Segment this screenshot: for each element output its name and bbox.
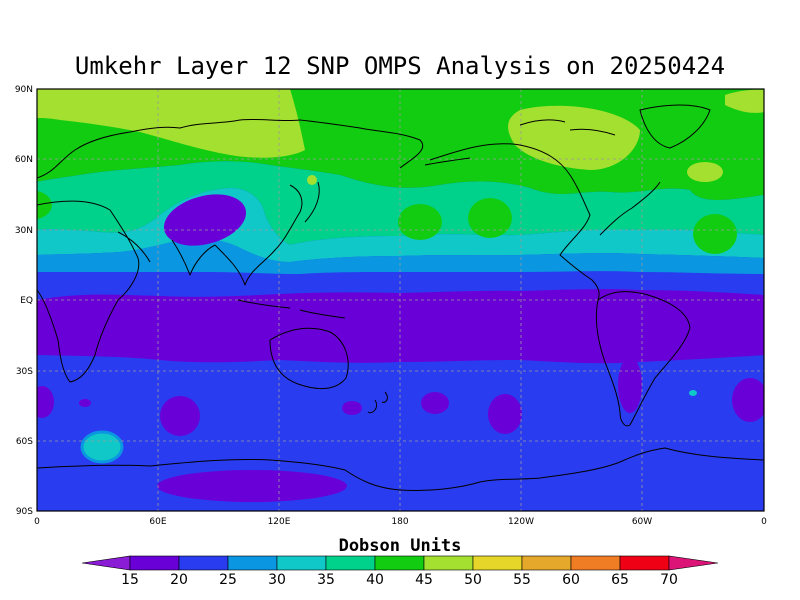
lat-label-90s: 90S	[16, 507, 33, 517]
band-40-45-central-pacific	[398, 204, 442, 240]
band-40-45-west-edge	[37, 190, 52, 220]
band-15-20-tasman	[342, 401, 362, 415]
colorbar-arrow-low	[81, 555, 131, 571]
colorbar-level-label: 15	[121, 572, 139, 588]
colorbar-level-label: 45	[415, 572, 433, 588]
lon-label-120w: 120W	[508, 517, 534, 527]
lon-label-180: 180	[391, 517, 408, 527]
band-40-45-north-pacific	[468, 198, 512, 238]
lon-label-0-east: 0	[761, 517, 767, 527]
colorbar-level-label: 60	[562, 572, 580, 588]
lat-label-60s: 60S	[16, 437, 33, 447]
coast-australia	[269, 327, 349, 389]
band-40-45-atlantic	[693, 214, 737, 254]
band-15-20-south-indian	[160, 396, 200, 436]
coast-east-asia	[214, 184, 303, 286]
coast-new-zealand	[367, 391, 388, 414]
band-15-20-pacific-a	[421, 392, 449, 414]
colorbar-level-label: 70	[660, 572, 678, 588]
band-45-50-atlantic	[687, 162, 723, 182]
colorbar-swatch	[129, 555, 180, 571]
coast-south-america	[595, 291, 691, 427]
band-15-20-south-america	[618, 357, 642, 413]
band-15-20-east-edge	[732, 378, 764, 422]
colorbar-swatch	[521, 555, 572, 571]
colorbar-arrow-high	[668, 555, 719, 571]
band-30-35-south-atlantic	[80, 430, 124, 464]
lat-label-eq: EQ	[20, 296, 33, 306]
colorbar-swatch	[472, 555, 523, 571]
band-25-30	[37, 238, 764, 274]
lat-label-30n: 30N	[15, 226, 33, 236]
colorbar-swatch	[619, 555, 670, 571]
coast-antarctica	[37, 447, 764, 492]
colorbar-level-label: 25	[219, 572, 237, 588]
coast-canadian-arctic	[519, 119, 616, 136]
colorbar: 15 20 25 30 35 40 45 50 55 60 65 70	[81, 555, 719, 588]
lat-label-60n: 60N	[15, 155, 33, 165]
colorbar-level-label: 50	[464, 572, 482, 588]
band-15-20-asia	[163, 194, 247, 246]
coast-eurasia-north	[37, 118, 423, 179]
lat-label-90n: 90N	[15, 85, 33, 95]
band-15-20-equatorial	[37, 289, 764, 364]
map-gridlines	[37, 89, 764, 511]
colorbar-level-label: 30	[268, 572, 286, 588]
band-15-20-antarctic	[157, 470, 347, 502]
coast-north-america	[429, 143, 600, 301]
lon-label-60w: 60W	[632, 517, 652, 527]
band-45-50-small	[307, 175, 317, 185]
colorbar-level-label: 40	[366, 572, 384, 588]
colorbar-level-label: 35	[317, 572, 335, 588]
colorbar-swatch	[276, 555, 327, 571]
coast-alaska	[424, 157, 471, 166]
lat-axis: 90N 60N 30N EQ 30S 60S 90S	[15, 85, 33, 517]
colorbar-level-label: 55	[513, 572, 531, 588]
coast-north-america-east	[599, 181, 661, 236]
band-45-50-arctic-europe	[37, 89, 305, 158]
coast-japan	[304, 181, 320, 223]
band-30-35-small	[689, 390, 697, 396]
map-title: Umkehr Layer 12 SNP OMPS Analysis on 202…	[74, 52, 726, 80]
lon-label-120e: 120E	[268, 517, 291, 527]
lon-label-0-west: 0	[34, 517, 40, 527]
lon-label-60e: 60E	[149, 517, 166, 527]
colorbar-level-label: 65	[611, 572, 629, 588]
colorbar-swatch	[423, 555, 474, 571]
lon-axis: 0 60E 120E 180 120W 60W 0	[34, 517, 767, 527]
coastlines	[37, 104, 764, 492]
coast-indonesia	[237, 299, 346, 319]
plot-frame	[36, 88, 765, 512]
band-15-20-small	[79, 399, 91, 407]
colorbar-swatch	[374, 555, 425, 571]
colorbar-swatch	[178, 555, 229, 571]
coast-south-asia	[117, 231, 216, 276]
lat-label-30s: 30S	[16, 367, 33, 377]
coast-africa	[37, 200, 140, 383]
band-35-40	[37, 161, 764, 245]
band-15-20-west-edge	[37, 386, 54, 418]
colorbar-swatch	[227, 555, 278, 571]
colorbar-level-label: 20	[170, 572, 188, 588]
band-15-20-pacific-b	[488, 394, 522, 434]
band-45-50-canada	[508, 105, 640, 170]
colorbar-swatch	[325, 555, 376, 571]
colorbar-title: Dobson Units	[338, 536, 462, 556]
band-45-50-greenland	[725, 89, 764, 113]
coast-greenland	[639, 104, 711, 149]
colorbar-swatch	[570, 555, 621, 571]
